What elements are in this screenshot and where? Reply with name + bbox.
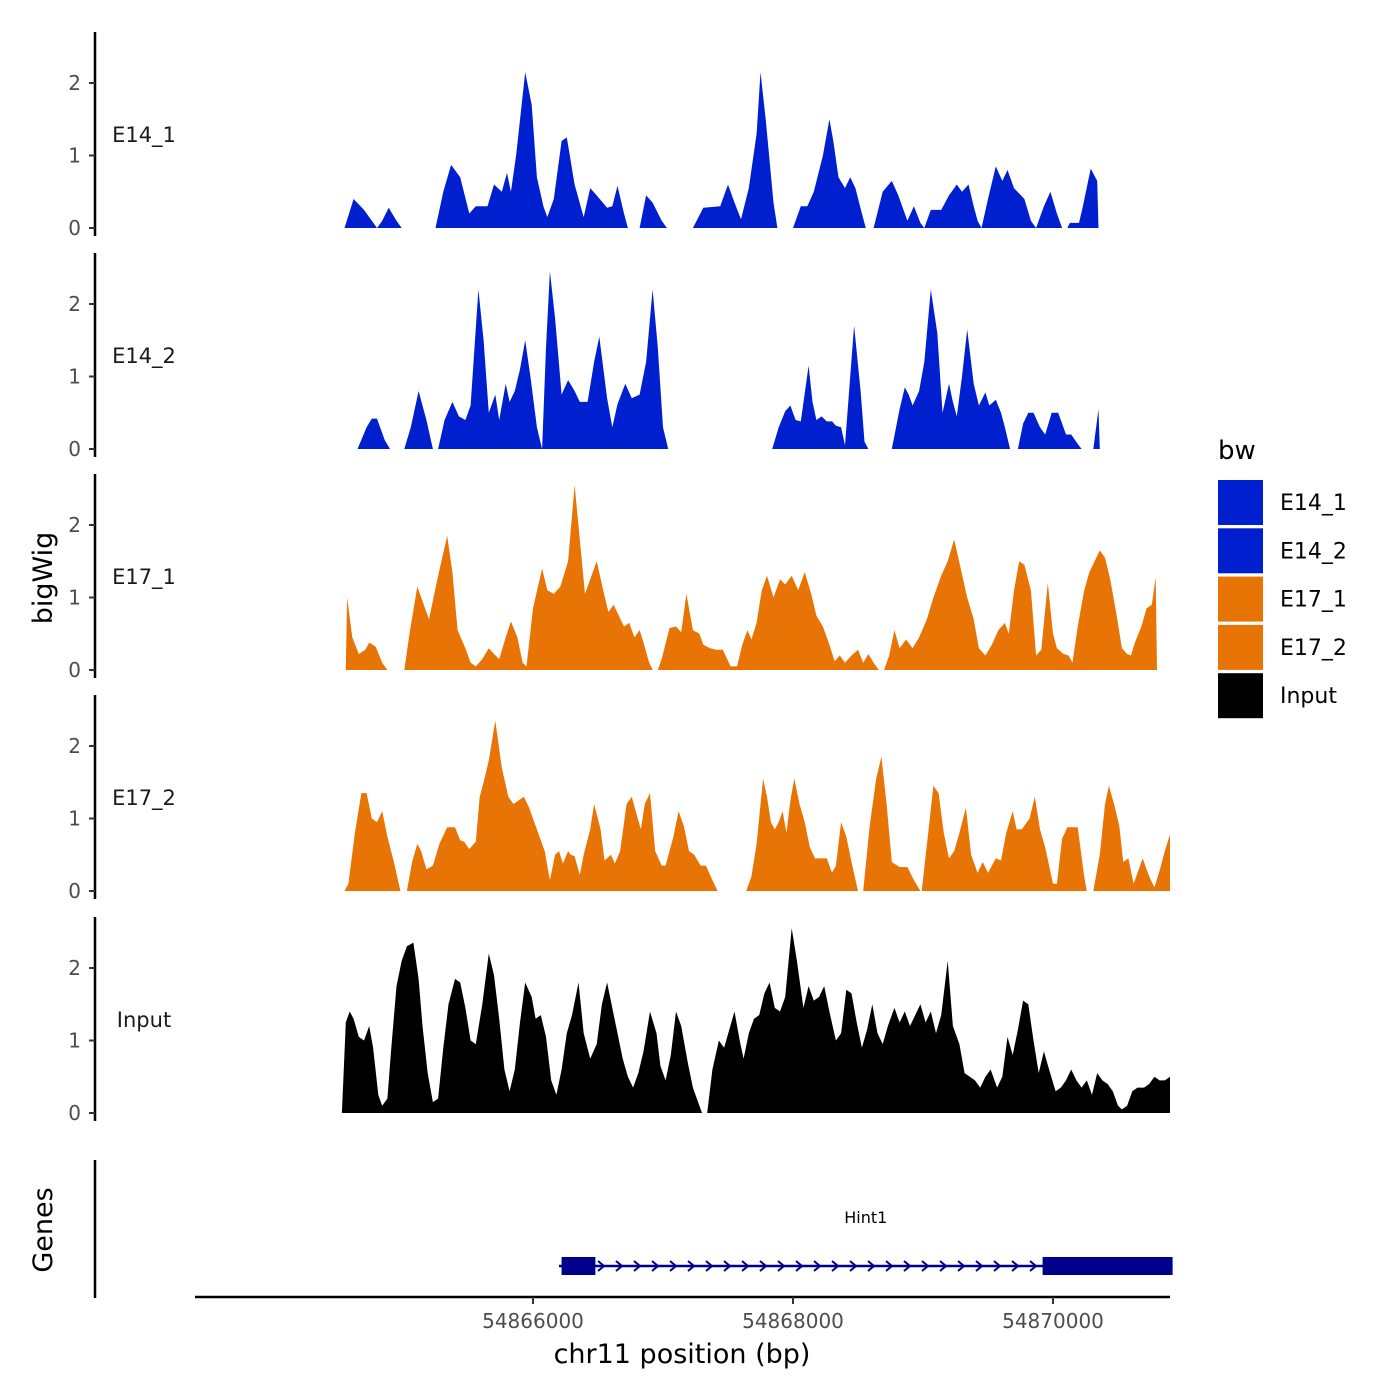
- track-input: 0 1 2 Input: [68, 917, 1170, 1125]
- legend-swatch: [1218, 624, 1263, 670]
- strand-arrow: [597, 1260, 606, 1272]
- strand-arrow: [975, 1260, 984, 1272]
- track-e14-2: 0 1 2 E14_2: [68, 253, 1100, 461]
- strand-arrow: [705, 1260, 714, 1272]
- strand-arrow: [1011, 1260, 1020, 1272]
- track-label: E14_1: [112, 123, 176, 148]
- y-tick-label: 2: [68, 71, 81, 95]
- strand-arrow: [993, 1260, 1002, 1272]
- signal-area-e17-2: [344, 720, 1170, 891]
- y-axis-title: bigWig: [28, 532, 59, 625]
- signal-area-e17-1: [345, 485, 1157, 670]
- legend-title: bw: [1218, 436, 1256, 466]
- legend-label: E14_2: [1280, 539, 1347, 564]
- track-label: E17_1: [112, 565, 176, 590]
- legend-swatch: [1218, 480, 1263, 525]
- gene-track-title: Genes: [28, 1187, 59, 1272]
- strand-arrow: [759, 1260, 768, 1272]
- strand-arrow: [939, 1260, 948, 1272]
- track-label: E17_2: [112, 786, 176, 811]
- y-tick-label: 2: [68, 292, 81, 316]
- strand-arrow: [795, 1260, 804, 1272]
- signal-area-e14-1: [344, 72, 1099, 228]
- strand-arrow: [687, 1260, 696, 1272]
- gene-model: Hint1: [559, 1208, 1173, 1275]
- x-tick-label: 54868000: [742, 1309, 844, 1333]
- y-tick-label: 2: [68, 734, 81, 758]
- y-tick-label: 0: [68, 879, 81, 903]
- strand-arrow: [813, 1260, 822, 1272]
- y-tick-label: 0: [68, 437, 81, 461]
- track-label: Input: [117, 1008, 171, 1032]
- y-tick-label: 2: [68, 956, 81, 980]
- x-axis: 54866000 54868000 54870000: [195, 1295, 1170, 1333]
- strand-arrow: [777, 1260, 786, 1272]
- strand-arrow: [867, 1260, 876, 1272]
- legend-label: E17_1: [1280, 588, 1347, 613]
- y-tick-label: 1: [68, 1029, 81, 1053]
- legend-swatch: [1218, 673, 1263, 719]
- track-label: E14_2: [112, 344, 176, 369]
- gene-label: Hint1: [844, 1208, 887, 1227]
- x-tick-label: 54866000: [482, 1309, 584, 1333]
- exon-block: [1042, 1257, 1173, 1275]
- track-e17-2: 0 1 2 E17_2: [68, 695, 1170, 903]
- legend-label: E14_1: [1280, 491, 1347, 516]
- x-tick-label: 54870000: [1002, 1309, 1104, 1333]
- strand-arrow: [669, 1260, 678, 1272]
- legend-label: Input: [1280, 684, 1337, 709]
- strand-arrow: [831, 1260, 840, 1272]
- legend-label: E17_2: [1280, 636, 1347, 661]
- strand-arrow: [633, 1260, 642, 1272]
- y-tick-label: 0: [68, 1101, 81, 1125]
- strand-arrow: [921, 1260, 930, 1272]
- y-tick-label: 2: [68, 513, 81, 537]
- legend: bw E14_1 E14_2 E17_1 E17_2 Input: [1218, 436, 1347, 719]
- strand-arrow: [903, 1260, 912, 1272]
- legend-swatch: [1218, 528, 1263, 574]
- legend-swatch: [1218, 576, 1263, 622]
- strand-arrow: [723, 1260, 732, 1272]
- strand-arrow: [615, 1260, 624, 1272]
- track-e14-1: 0 1 2 E14_1: [68, 32, 1099, 240]
- y-tick-label: 1: [68, 586, 81, 610]
- exon-block: [561, 1257, 596, 1275]
- y-tick-label: 1: [68, 365, 81, 389]
- x-axis-title: chr11 position (bp): [554, 1339, 811, 1370]
- strand-arrow: [885, 1260, 894, 1272]
- signal-tracks: 0 1 2 E14_1 0 1 2 E14_2 0 1 2 E17_1 0 1 2 E17_2 0 1 2 Input: [68, 32, 1170, 1125]
- y-tick-label: 1: [68, 807, 81, 831]
- strand-arrow: [957, 1260, 966, 1272]
- y-tick-label: 0: [68, 216, 81, 240]
- signal-area-input: [341, 928, 1170, 1113]
- strand-arrow: [1029, 1260, 1038, 1272]
- gene-track: Hint1: [93, 1160, 1173, 1298]
- strand-arrow: [849, 1260, 858, 1272]
- strand-arrow: [741, 1260, 750, 1272]
- signal-area-e14-2: [357, 271, 1100, 449]
- y-tick-label: 1: [68, 144, 81, 168]
- strand-arrow: [651, 1260, 660, 1272]
- y-tick-label: 0: [68, 658, 81, 682]
- track-e17-1: 0 1 2 E17_1: [68, 474, 1157, 682]
